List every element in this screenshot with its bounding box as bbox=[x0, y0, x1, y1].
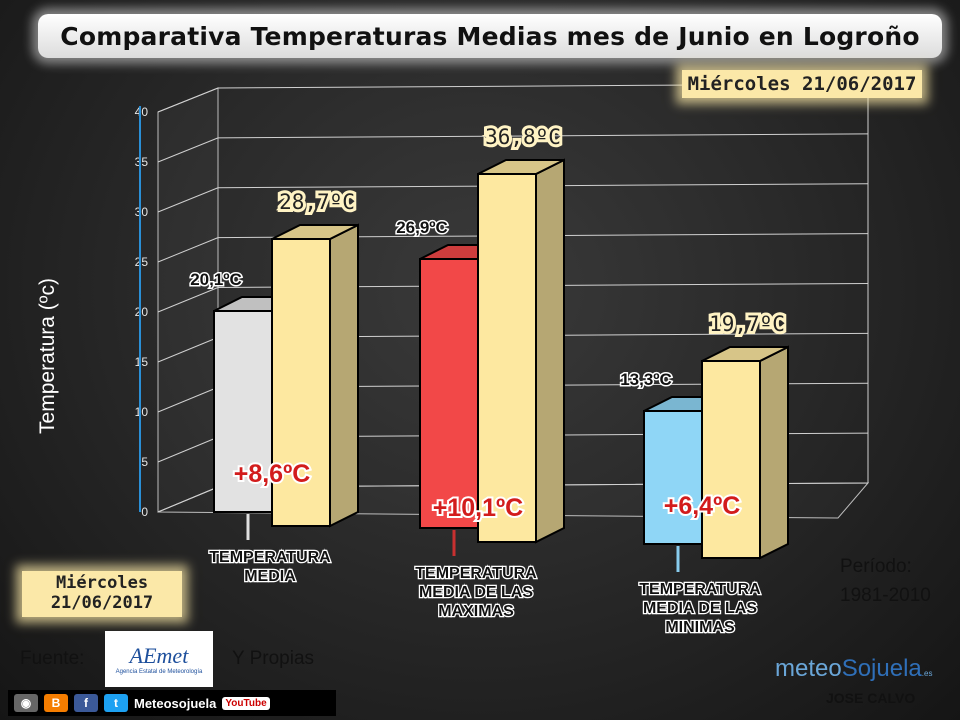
gridline-side bbox=[157, 287, 219, 313]
y-tick-label: 15 bbox=[135, 355, 149, 369]
bar-reference-1 bbox=[419, 258, 479, 529]
instagram-icon[interactable]: ◉ bbox=[14, 694, 38, 712]
y-tick-label: 10 bbox=[135, 405, 149, 419]
category-label: MINIMAS bbox=[665, 619, 735, 636]
source-extra: Y Propias bbox=[232, 648, 315, 669]
blogger-icon[interactable]: B bbox=[44, 694, 68, 712]
category-label: MEDIA bbox=[244, 568, 296, 585]
chart-title-box: Comparativa Temperaturas Medias mes de J… bbox=[38, 14, 942, 58]
category-label: TEMPERATURA bbox=[639, 581, 761, 598]
aemet-logo-subtitle: Agencia Estatal de Meteorología bbox=[115, 669, 203, 675]
brand-logo: meteoSojuela.es bbox=[775, 655, 932, 683]
y-axis-label: Temperatura (ºc) bbox=[36, 278, 59, 434]
bar-current-0-side bbox=[329, 223, 359, 528]
y-tick-label: 35 bbox=[135, 155, 149, 169]
difference-label: +6,4ºC bbox=[664, 492, 741, 520]
gridline-side bbox=[157, 386, 219, 413]
gridline-side bbox=[157, 486, 219, 513]
gridline-side bbox=[157, 237, 219, 263]
gridline-side bbox=[157, 436, 219, 463]
value-label-current: 36,8ºC bbox=[485, 125, 561, 149]
y-tick-label: 5 bbox=[141, 455, 148, 469]
value-label-current: 19,7ºC bbox=[709, 312, 785, 336]
author-name: JOSE CALVO bbox=[826, 690, 916, 706]
y-tick-label: 0 bbox=[141, 505, 148, 519]
aemet-logo: AEmet Agencia Estatal de Meteorología bbox=[105, 631, 213, 687]
gridline-side bbox=[157, 336, 219, 363]
value-label-reference: 26,9ºC bbox=[396, 218, 448, 237]
difference-label: +8,6ºC bbox=[234, 460, 311, 488]
y-tick-label: 20 bbox=[135, 305, 149, 319]
period-block: Período: 1981-2010 bbox=[840, 552, 931, 610]
period-value: 1981-2010 bbox=[840, 585, 931, 606]
gridline-side bbox=[157, 87, 219, 113]
value-label-reference: 20,1ºC bbox=[190, 270, 242, 289]
y-tick-label: 30 bbox=[135, 205, 149, 219]
twitter-icon[interactable]: t bbox=[104, 694, 128, 712]
gridline-side bbox=[157, 187, 219, 213]
bar-reference-0 bbox=[213, 310, 273, 513]
date-badge-top: Miércoles 21/06/2017 bbox=[682, 70, 922, 98]
brand-part3: .es bbox=[921, 669, 933, 678]
category-label: TEMPERATURA bbox=[209, 549, 331, 566]
value-label-current: 28,7ºC bbox=[279, 190, 355, 214]
period-label: Período: bbox=[840, 556, 912, 577]
bar-current-0 bbox=[271, 238, 331, 527]
source-label: Fuente: bbox=[20, 648, 85, 669]
category-label: MEDIA DE LAS bbox=[419, 584, 533, 601]
chart-title: Comparativa Temperaturas Medias mes de J… bbox=[60, 21, 920, 51]
brand-part1: meteo bbox=[775, 655, 842, 682]
social-bar: ◉ B f t Meteosojuela YouTube bbox=[8, 690, 336, 716]
bar-reference-2 bbox=[643, 410, 703, 545]
date-left-date: 21/06/2017 bbox=[50, 593, 154, 613]
bar-current-2 bbox=[701, 360, 761, 559]
date-left-weekday: Miércoles bbox=[55, 573, 149, 593]
y-tick-label: 40 bbox=[135, 105, 149, 119]
category-label: MEDIA DE LAS bbox=[643, 600, 757, 617]
bar-current-2-side bbox=[759, 345, 789, 560]
gridline bbox=[217, 133, 869, 139]
value-label-reference: 13,3ºC bbox=[620, 370, 672, 389]
youtube-icon[interactable]: YouTube bbox=[222, 696, 270, 710]
gridline-side bbox=[157, 137, 219, 163]
brand-part2: Sojuela bbox=[841, 655, 922, 682]
date-badge-left: Miércoles 21/06/2017 bbox=[22, 571, 182, 617]
category-label: MAXIMAS bbox=[438, 603, 514, 620]
y-tick-label: 25 bbox=[135, 255, 149, 269]
social-handle[interactable]: Meteosojuela bbox=[134, 695, 217, 711]
bar-current-1 bbox=[477, 173, 537, 543]
facebook-icon[interactable]: f bbox=[74, 694, 98, 712]
difference-label: +10,1ºC bbox=[433, 494, 523, 522]
category-label: TEMPERATURA bbox=[415, 565, 537, 582]
aemet-logo-text: AEmet bbox=[129, 643, 189, 668]
bar-current-1-side bbox=[535, 158, 565, 544]
